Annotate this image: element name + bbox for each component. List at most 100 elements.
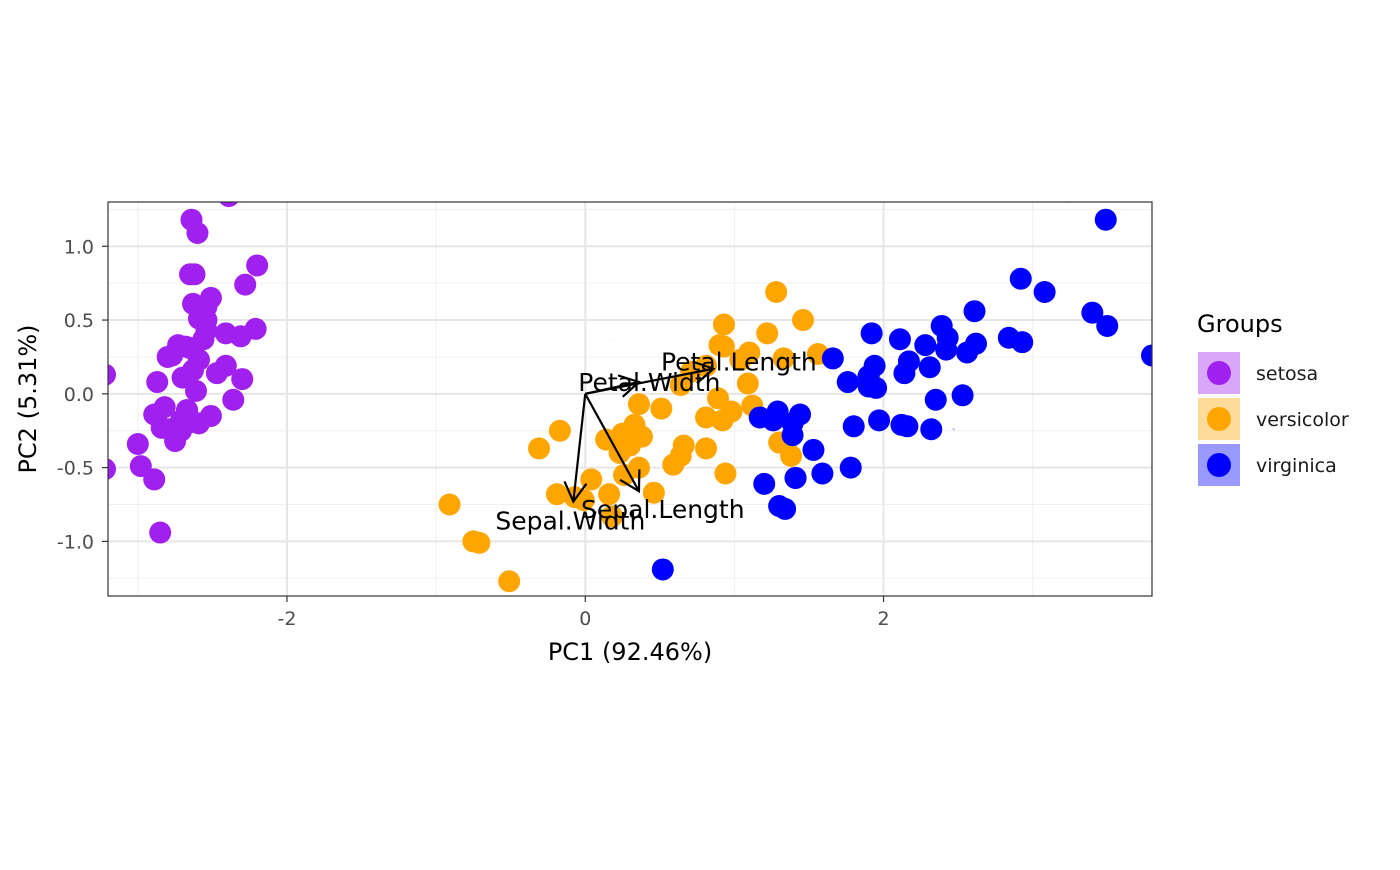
point-versicolor [468, 531, 491, 554]
point-virginica [963, 300, 986, 323]
point-setosa [129, 455, 152, 478]
loading-label-Petal.Length: Petal.Length [661, 347, 817, 376]
point-versicolor [650, 397, 673, 420]
loading-arrowhead-Sepal.Length [619, 469, 641, 494]
y-tick-label: 1.0 [64, 236, 94, 258]
point-versicolor [792, 309, 815, 332]
point-virginica [918, 356, 941, 379]
point-setosa [187, 348, 210, 371]
point-versicolor [714, 462, 737, 485]
point-virginica [1094, 208, 1117, 231]
x-axis-title: PC1 (92.46%) [548, 638, 712, 666]
point-virginica [748, 406, 771, 429]
point-versicolor [498, 570, 521, 593]
point-setosa [149, 521, 172, 544]
point-versicolor [545, 483, 568, 506]
point-setosa [108, 364, 117, 386]
legend-title: Groups [1197, 310, 1283, 338]
point-virginica [753, 472, 776, 495]
point-versicolor [765, 281, 788, 304]
point-versicolor [627, 456, 650, 479]
point-setosa [234, 273, 257, 296]
legend-point-virginica [1207, 453, 1231, 477]
point-virginica [651, 558, 674, 581]
y-tick-label: 0.5 [64, 310, 94, 332]
point-virginica [768, 494, 791, 517]
x-tick-label: 2 [877, 608, 889, 630]
point-versicolor [712, 313, 735, 336]
point-setosa [214, 354, 237, 377]
point-setosa [161, 344, 184, 367]
point-versicolor [772, 347, 795, 370]
point-setosa [184, 379, 207, 402]
point-versicolor [627, 393, 650, 416]
y-tick-label: -0.5 [57, 458, 94, 480]
point-virginica [784, 466, 807, 489]
point-virginica [956, 341, 979, 364]
point-setosa [176, 399, 199, 422]
point-versicolor [706, 387, 729, 410]
point-versicolor [598, 483, 621, 506]
point-setosa [195, 295, 218, 318]
point-virginica [802, 438, 825, 461]
point-versicolor [601, 505, 624, 528]
loading-label-Petal.Width: Petal.Width [578, 368, 720, 397]
point-virginica [860, 322, 883, 345]
point-virginica [1033, 281, 1056, 304]
point-virginica [842, 415, 865, 438]
point-virginica [821, 347, 844, 370]
point-setosa [171, 366, 194, 389]
point-setosa [150, 416, 173, 439]
axis-ticks: -2 0 2 -1.0 -0.5 0.0 0.5 1.0 [57, 236, 890, 630]
point-setosa [214, 322, 237, 345]
loading-label-Sepal.Length: Sepal.Length [581, 495, 745, 524]
point-setosa [186, 221, 209, 244]
point-setosa [179, 263, 202, 286]
point-versicolor [780, 444, 803, 467]
point-virginica [914, 334, 937, 357]
point-virginica [1141, 344, 1152, 367]
point-versicolor [695, 437, 718, 460]
point-virginica [920, 418, 943, 441]
point-versicolor [756, 322, 779, 345]
loading-label-Sepal.Width: Sepal.Width [495, 507, 645, 536]
legend-label-setosa: setosa [1256, 363, 1318, 385]
point-versicolor [672, 434, 695, 457]
panel-border [107, 201, 1153, 597]
loading-arrowhead-Sepal.Width [563, 480, 588, 504]
point-virginica [1009, 267, 1032, 290]
y-tick-label: -1.0 [57, 531, 94, 553]
loading-arrowhead-Petal.Width [617, 374, 642, 398]
point-versicolor [548, 419, 571, 442]
loading-arrowhead-Petal.Length [692, 360, 716, 385]
point-virginica [857, 365, 880, 388]
point-versicolor [619, 434, 641, 457]
point-setosa [126, 433, 149, 456]
point-setosa [170, 419, 193, 442]
point-virginica [781, 424, 804, 447]
point-versicolor [695, 406, 718, 429]
point-virginica [930, 314, 953, 337]
point-versicolor [711, 409, 734, 432]
grid-lines [108, 202, 1152, 596]
data-points [108, 202, 1152, 593]
point-virginica [997, 326, 1020, 349]
x-tick-label: 0 [579, 608, 591, 630]
x-tick-label: -2 [277, 608, 296, 630]
point-virginica [836, 371, 859, 394]
point-versicolor [528, 437, 551, 460]
point-versicolor [708, 334, 731, 357]
loading-arrow-Sepal.Width [572, 393, 587, 502]
point-virginica [896, 415, 919, 438]
point-versicolor [642, 481, 665, 504]
legend-point-setosa [1207, 361, 1231, 385]
point-versicolor [729, 348, 752, 371]
legend-label-virginica: virginica [1256, 455, 1337, 477]
point-setosa [244, 317, 267, 340]
plot-panel [108, 202, 1152, 593]
point-virginica [893, 362, 916, 385]
legend: Groups setosa versicolor virginica [1197, 310, 1349, 486]
legend-label-versicolor: versicolor [1256, 409, 1349, 431]
